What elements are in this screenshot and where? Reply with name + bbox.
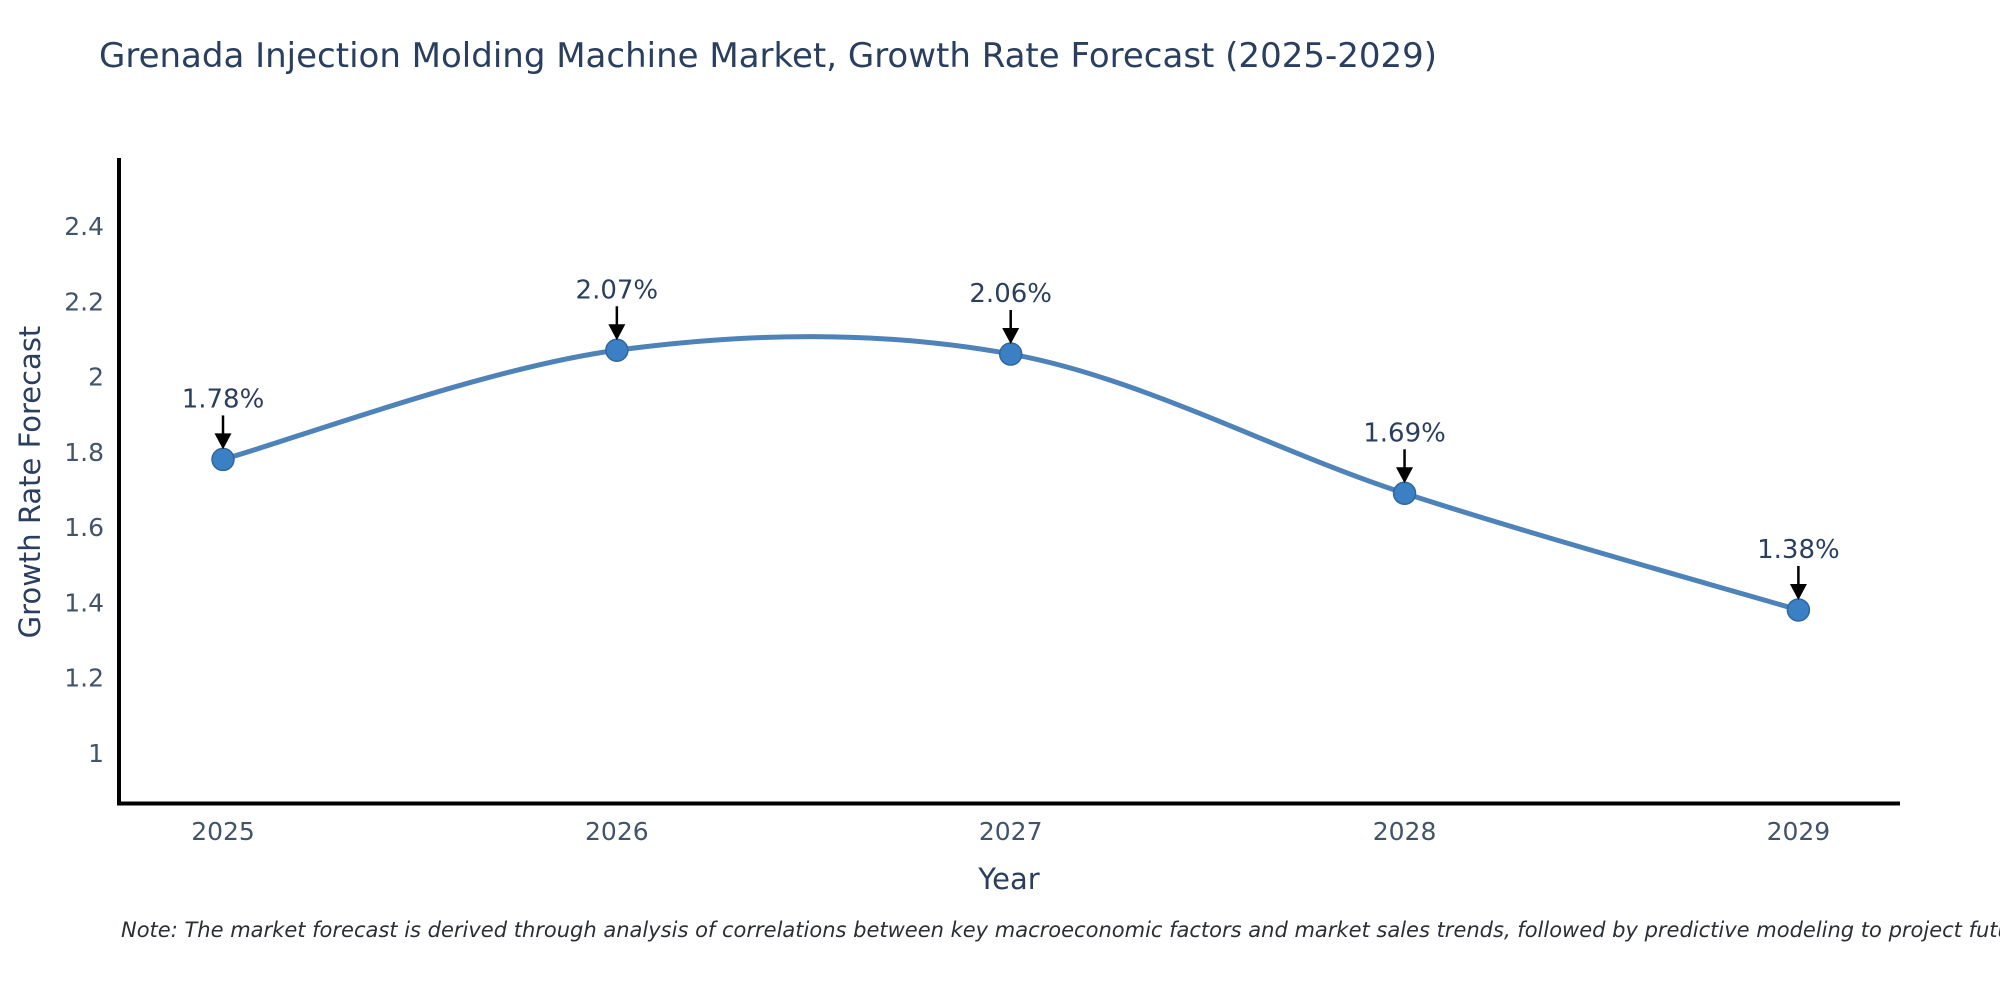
point-annotation: 2.07% (576, 275, 659, 341)
point-annotation: 1.38% (1757, 535, 1840, 600)
x-tick-label: 2028 (1373, 817, 1437, 846)
y-tick-label: 1.8 (64, 438, 104, 467)
point-annotation: 1.78% (182, 384, 265, 450)
x-tick-label: 2026 (585, 817, 649, 846)
point-annotation-label: 1.78% (182, 384, 265, 414)
annotation-arrowhead-icon (1789, 583, 1807, 600)
y-axis-tick-labels: 1 1.2 1.4 1.6 1.8 2 2.2 2.4 (64, 212, 104, 768)
x-axis-title: Year (978, 862, 1040, 896)
y-tick-label: 1.6 (64, 513, 104, 542)
x-axis-tick-labels: 2025 2026 2027 2028 2029 (191, 817, 1830, 846)
y-tick-label: 2.4 (64, 212, 104, 241)
point-annotation-label: 2.07% (576, 275, 659, 305)
series-markers (211, 338, 1811, 622)
data-point-marker (605, 338, 629, 363)
chart-title: Grenada Injection Molding Machine Market… (99, 36, 1438, 76)
point-annotation-label: 1.69% (1363, 418, 1446, 448)
y-tick-label: 2 (88, 363, 104, 392)
point-annotation: 1.69% (1363, 418, 1446, 484)
annotations: 1.78% 2.07% 2.06% 1.69% 1.38% (182, 275, 1840, 600)
annotation-arrowhead-icon (1396, 467, 1414, 484)
series-line (220, 334, 1801, 613)
data-point-marker (998, 342, 1023, 366)
annotation-arrowhead-icon (1002, 328, 1020, 345)
x-tick-label: 2025 (191, 817, 255, 846)
point-annotation-label: 1.38% (1757, 535, 1840, 565)
point-annotation-label: 2.06% (969, 279, 1052, 309)
x-tick-label: 2027 (979, 817, 1043, 846)
y-tick-label: 2.2 (64, 287, 104, 316)
data-point-marker (1786, 598, 1811, 622)
annotation-arrowhead-icon (214, 433, 232, 450)
data-point-marker (211, 447, 235, 472)
y-tick-label: 1.2 (64, 664, 104, 693)
y-tick-label: 1 (88, 739, 104, 768)
annotation-arrowhead-icon (608, 324, 626, 341)
footnote: Note: The market forecast is derived thr… (121, 918, 2000, 942)
point-annotation: 2.06% (969, 279, 1052, 345)
data-point-marker (1392, 481, 1417, 506)
y-tick-label: 1.4 (64, 588, 104, 617)
x-tick-label: 2029 (1767, 817, 1831, 846)
